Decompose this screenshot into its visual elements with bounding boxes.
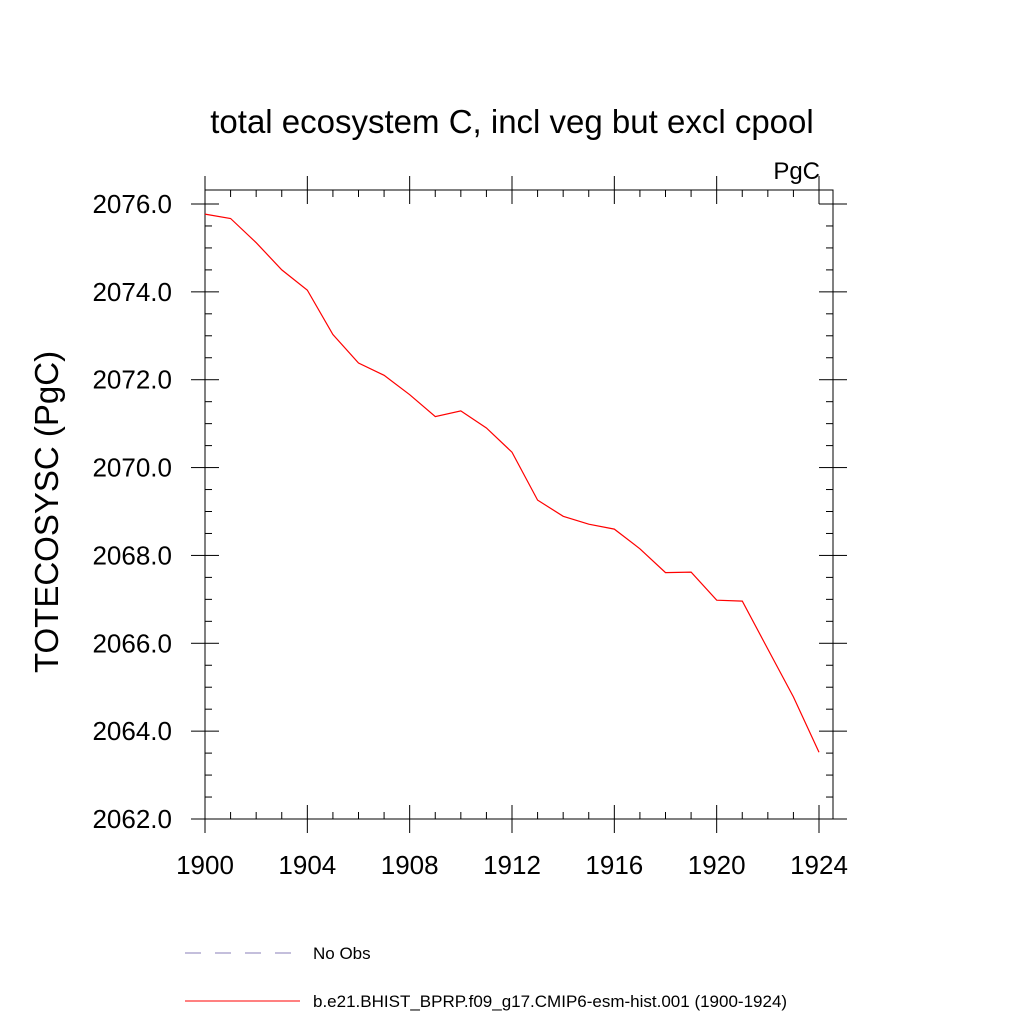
legend: No Obs b.e21.BHIST_BPRP.f09_g17.CMIP6-esm… xyxy=(185,944,787,1011)
y-axis-label: TOTECOSYSC (PgC) xyxy=(28,351,65,673)
x-tick-label: 1920 xyxy=(688,850,746,880)
series-line xyxy=(204,213,820,753)
series-layer xyxy=(204,213,820,753)
y-tick-label: 2072.0 xyxy=(92,365,172,395)
y-tick-label: 2066.0 xyxy=(92,628,172,658)
x-tick-label: 1904 xyxy=(278,850,336,880)
x-tick-label: 1924 xyxy=(790,850,848,880)
x-tick-label: 1912 xyxy=(483,850,541,880)
y-tick-label: 2064.0 xyxy=(92,716,172,746)
plot-frame xyxy=(204,189,834,820)
y-tick-label: 2076.0 xyxy=(92,189,172,219)
y-tick-label: 2062.0 xyxy=(92,804,172,834)
legend-label: b.e21.BHIST_BPRP.f09_g17.CMIP6-esm-hist.… xyxy=(313,992,787,1011)
units-label: PgC xyxy=(773,158,820,185)
x-tick-label: 1916 xyxy=(585,850,643,880)
axis-tick-labels: 1900 1904 1908 1912 1916 1920 1924 2062.0 2064.0… xyxy=(92,189,847,880)
legend-label: No Obs xyxy=(313,944,371,963)
y-tick-label: 2070.0 xyxy=(92,453,172,483)
y-tick-label: 2068.0 xyxy=(92,540,172,570)
y-tick-label: 2074.0 xyxy=(92,277,172,307)
x-tick-label: 1900 xyxy=(176,850,234,880)
chart-title: total ecosystem C, incl veg but excl cpo… xyxy=(210,103,813,140)
axis-ticks xyxy=(191,176,847,833)
x-tick-label: 1908 xyxy=(381,850,439,880)
